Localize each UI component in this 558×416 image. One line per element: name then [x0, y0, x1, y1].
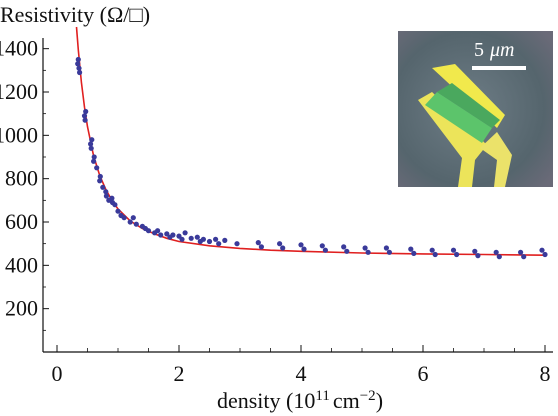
data-point	[155, 228, 161, 234]
axes	[42, 38, 553, 353]
data-point	[103, 189, 109, 195]
data-point	[322, 247, 328, 253]
y-tick-label: 1400	[0, 36, 38, 61]
data-point	[216, 241, 222, 247]
data-point	[475, 253, 481, 259]
y-tick-label: 200	[5, 296, 38, 321]
data-point	[121, 215, 127, 221]
data-point	[170, 232, 176, 238]
data-point	[75, 56, 81, 63]
data-point	[432, 251, 438, 258]
data-point	[112, 202, 118, 208]
data-point	[518, 249, 524, 255]
y-axis-title: Resistivity (Ω/□)	[0, 2, 150, 27]
x-axis-title-unit-exp: −2	[360, 388, 376, 404]
data-point	[94, 165, 100, 171]
data-point	[194, 234, 200, 240]
data-point	[206, 238, 213, 245]
data-point	[109, 195, 115, 201]
data-point	[103, 193, 109, 199]
data-point	[383, 245, 389, 251]
y-tick-label: 800	[5, 166, 38, 191]
data-point	[100, 184, 106, 190]
data-point	[429, 247, 435, 253]
data-point	[411, 250, 417, 256]
data-point	[83, 108, 89, 115]
data-point	[277, 241, 283, 247]
data-point	[472, 248, 478, 254]
data-point	[496, 254, 502, 260]
x-tick-label: 6	[418, 361, 429, 386]
x-tick-label: 8	[540, 361, 551, 386]
data-point	[539, 247, 545, 253]
data-point	[234, 241, 240, 247]
x-tick-label: 0	[52, 361, 63, 386]
data-point	[213, 236, 219, 242]
data-point	[344, 248, 350, 254]
data-point	[91, 154, 97, 160]
data-point	[319, 243, 325, 249]
data-point	[82, 117, 88, 123]
data-point	[158, 232, 164, 238]
inset-channel-edge	[437, 83, 500, 128]
data-point	[188, 235, 194, 241]
data-point	[77, 69, 83, 76]
x-axis-title-main: density (10	[217, 388, 315, 413]
data-point	[542, 251, 548, 258]
data-point	[115, 208, 121, 214]
data-point	[81, 113, 88, 119]
data-point	[182, 230, 188, 236]
y-tick-label: 400	[5, 252, 38, 277]
data-point	[127, 219, 133, 225]
x-ticks: 0 2 4 6 8	[52, 345, 551, 386]
data-point	[521, 254, 527, 260]
inset-lead-lower-right	[480, 132, 512, 187]
data-point	[91, 158, 97, 164]
data-point	[133, 221, 139, 227]
inset-micrograph: 5 μm	[398, 31, 553, 187]
data-point	[341, 244, 347, 250]
data-point	[408, 246, 414, 252]
x-axis-title-exp: 11	[315, 388, 329, 404]
data-point	[362, 245, 368, 251]
data-point	[454, 251, 460, 258]
data-point	[493, 249, 499, 255]
y-tick-label: 600	[5, 209, 38, 234]
inset-lead-lower-left	[418, 92, 487, 187]
inset-scale-label: 5 μm	[474, 39, 514, 61]
data-points	[75, 56, 548, 260]
y-tick-label: 1000	[0, 122, 38, 147]
data-point	[145, 228, 152, 234]
data-point	[255, 240, 261, 246]
data-point	[365, 249, 371, 255]
data-point	[130, 215, 136, 221]
data-point	[301, 246, 307, 252]
data-point	[450, 247, 457, 253]
data-point	[97, 178, 103, 184]
data-point	[179, 236, 185, 242]
inset-channel	[425, 92, 492, 143]
data-point	[222, 237, 228, 243]
data-point	[298, 242, 304, 248]
data-point	[280, 245, 286, 251]
data-point	[88, 141, 94, 147]
x-axis-title-close: )	[376, 388, 383, 413]
x-axis-title: density (1011 cm−2)	[217, 388, 383, 413]
data-point	[89, 137, 95, 143]
data-point	[386, 249, 392, 255]
y-tick-label: 1200	[0, 79, 38, 104]
x-axis-title-unit: cm	[333, 388, 360, 413]
data-point	[76, 65, 82, 71]
data-point	[75, 61, 81, 67]
data-point	[200, 236, 206, 242]
data-point	[258, 244, 264, 250]
x-tick-label: 4	[296, 361, 307, 386]
y-ticks: 200 400 600 800 1000 1200 1400	[0, 36, 49, 331]
data-point	[88, 145, 94, 151]
data-point	[97, 173, 103, 180]
x-tick-label: 2	[174, 361, 185, 386]
data-point	[164, 231, 170, 237]
